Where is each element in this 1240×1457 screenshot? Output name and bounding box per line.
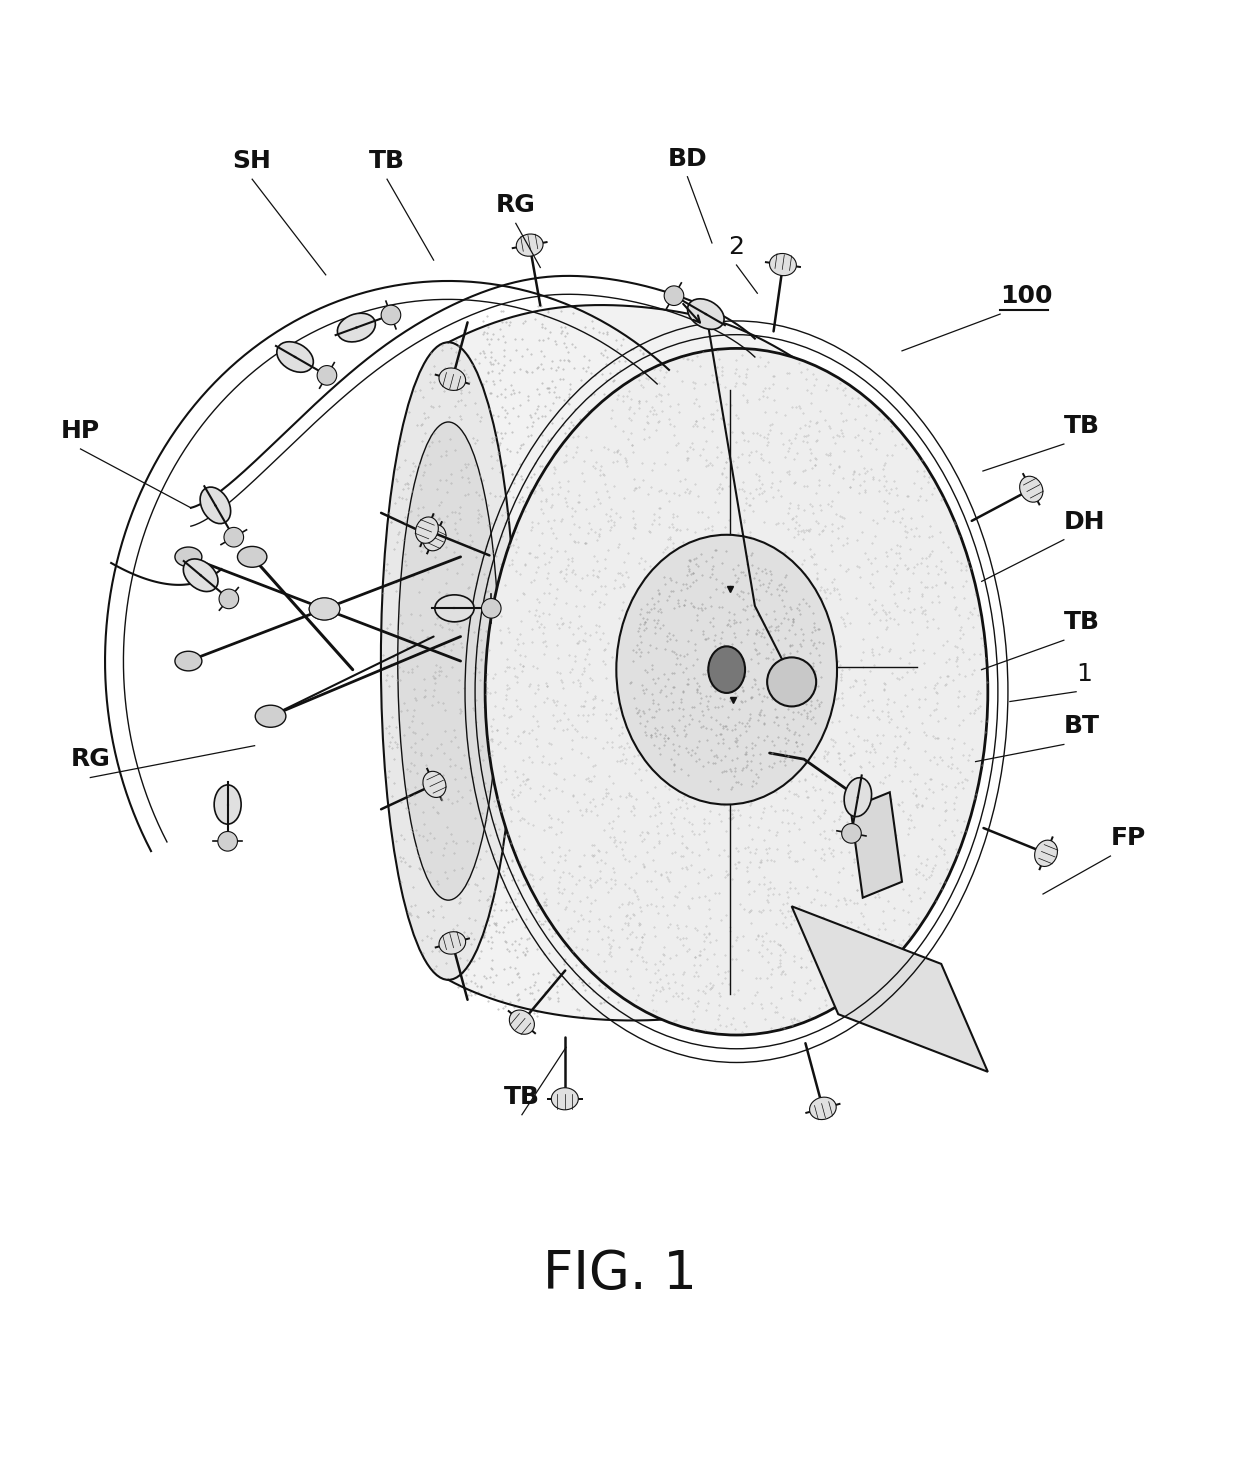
Text: 1: 1 [1076,661,1092,686]
Text: DH: DH [1064,510,1105,533]
Text: RG: RG [71,747,110,771]
Ellipse shape [415,517,438,543]
Text: FIG. 1: FIG. 1 [543,1249,697,1300]
Ellipse shape [175,651,202,670]
Ellipse shape [810,1097,836,1119]
Ellipse shape [616,535,837,804]
Circle shape [317,366,337,385]
Ellipse shape [255,705,286,727]
Ellipse shape [1034,841,1058,867]
Ellipse shape [215,785,241,825]
Ellipse shape [1019,476,1043,503]
Ellipse shape [510,1010,534,1034]
Ellipse shape [770,254,796,275]
Text: TB: TB [1064,414,1100,439]
Ellipse shape [708,647,745,694]
Circle shape [842,823,862,844]
Ellipse shape [175,546,202,567]
Ellipse shape [277,342,314,372]
Ellipse shape [337,313,376,342]
Ellipse shape [237,546,267,567]
Circle shape [768,657,816,707]
Text: FP: FP [1111,826,1146,849]
Polygon shape [449,305,901,1020]
Ellipse shape [381,342,516,981]
Ellipse shape [309,597,340,621]
Ellipse shape [844,778,872,816]
Text: RG: RG [496,194,536,217]
Ellipse shape [552,1088,578,1110]
Circle shape [381,305,401,325]
Ellipse shape [439,369,466,390]
Ellipse shape [423,771,446,797]
Ellipse shape [309,597,340,621]
Circle shape [218,832,237,851]
Text: SH: SH [233,149,272,173]
Ellipse shape [423,525,446,551]
Ellipse shape [200,487,231,523]
Circle shape [224,527,243,546]
Text: TB: TB [503,1084,539,1109]
Circle shape [219,589,238,609]
Ellipse shape [516,235,543,256]
Ellipse shape [184,559,218,592]
Polygon shape [791,906,988,1072]
Ellipse shape [435,594,474,622]
Circle shape [481,599,501,618]
Text: HP: HP [61,418,100,443]
Ellipse shape [687,299,724,329]
Text: 2: 2 [728,235,744,259]
Ellipse shape [439,931,466,954]
Circle shape [665,286,683,306]
Text: BT: BT [1064,714,1100,739]
Text: TB: TB [370,149,405,173]
Text: TB: TB [1064,610,1100,634]
Text: 100: 100 [1001,284,1053,307]
Ellipse shape [485,348,988,1034]
Text: BD: BD [667,147,707,170]
Ellipse shape [398,423,498,900]
Polygon shape [851,793,901,898]
